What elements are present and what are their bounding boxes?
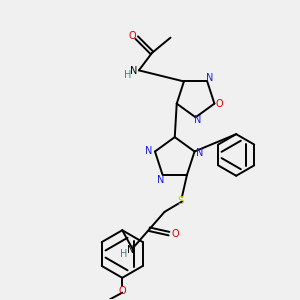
Text: N: N <box>130 66 138 76</box>
Text: N: N <box>206 74 213 83</box>
Text: N: N <box>145 146 153 157</box>
Text: N: N <box>128 245 135 255</box>
Text: N: N <box>194 115 201 125</box>
Text: N: N <box>157 175 164 185</box>
Text: S: S <box>178 196 184 206</box>
Text: O: O <box>171 229 179 238</box>
Text: O: O <box>216 99 223 109</box>
Text: H: H <box>121 249 128 259</box>
Text: N: N <box>196 148 203 158</box>
Text: O: O <box>129 31 136 41</box>
Text: H: H <box>124 70 132 80</box>
Text: O: O <box>118 286 126 296</box>
